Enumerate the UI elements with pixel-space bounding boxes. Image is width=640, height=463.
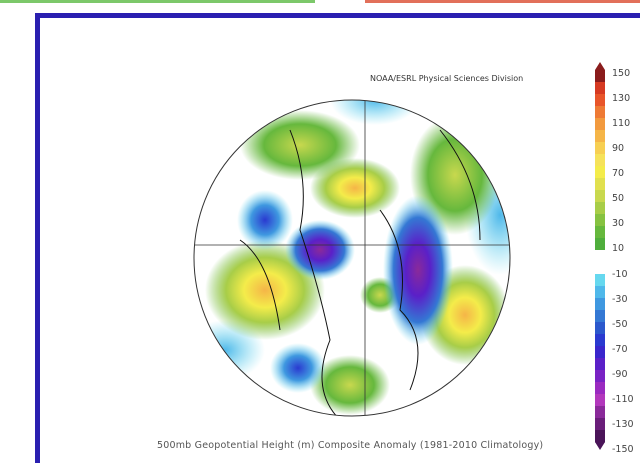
colorbar-label: -90 (612, 368, 628, 380)
colorbar-segment (595, 130, 605, 143)
colorbar-label: -10 (612, 268, 628, 280)
anomaly-map (193, 99, 511, 417)
colorbar-segment (595, 406, 605, 419)
colorbar-segment (595, 166, 605, 179)
map-caption: 500mb Geopotential Height (m) Composite … (157, 440, 544, 451)
colorbar-segment (595, 202, 605, 215)
colorbar-segment (595, 154, 605, 167)
colorbar-segment (595, 178, 605, 191)
colorbar-segment (595, 286, 605, 299)
colorbar-segment (595, 370, 605, 383)
colorbar-label: -70 (612, 343, 628, 355)
colorbar-segment (595, 226, 605, 239)
colorbar-label: -110 (612, 393, 634, 405)
colorbar-label: -130 (612, 418, 634, 430)
colorbar-label: -30 (612, 293, 628, 305)
colorbar-label: 30 (612, 218, 625, 230)
colorbar (595, 62, 605, 450)
slide-frame (35, 13, 640, 463)
colorbar-segment (595, 262, 605, 275)
map-credit: NOAA/ESRL Physical Sciences Division (370, 74, 524, 83)
colorbar-segment (595, 322, 605, 335)
colorbar-segment (595, 430, 605, 443)
colorbar-segment (595, 418, 605, 431)
colorbar-segment (595, 82, 605, 95)
header-bar-left (0, 0, 315, 3)
colorbar-segment (595, 94, 605, 107)
colorbar-segment (595, 346, 605, 359)
colorbar-segment (595, 118, 605, 131)
colorbar-segment (595, 298, 605, 311)
colorbar-segment (595, 310, 605, 323)
colorbar-segment (595, 106, 605, 119)
colorbar-label: 10 (612, 243, 625, 255)
colorbar-label: 90 (612, 143, 625, 155)
colorbar-segment (595, 70, 605, 83)
colorbar-label: -50 (612, 318, 628, 330)
colorbar-segment (595, 358, 605, 371)
colorbar-segment (595, 214, 605, 227)
header-bar-right (365, 0, 640, 3)
colorbar-segment (595, 238, 605, 251)
colorbar-segment (595, 394, 605, 407)
colorbar-label: -150 (612, 444, 634, 455)
colorbar-segment (595, 382, 605, 395)
colorbar-label: 110 (612, 118, 631, 130)
colorbar-label: 70 (612, 168, 625, 180)
colorbar-segment (595, 190, 605, 203)
colorbar-label: 150 (612, 68, 631, 79)
colorbar-label: 50 (612, 193, 625, 205)
colorbar-arrow (595, 62, 605, 70)
colorbar-segment (595, 274, 605, 287)
colorbar-segment (595, 334, 605, 347)
colorbar-label: 130 (612, 93, 631, 105)
colorbar-segment (595, 142, 605, 155)
colorbar-segment (595, 250, 605, 263)
colorbar-arrow (595, 442, 605, 450)
